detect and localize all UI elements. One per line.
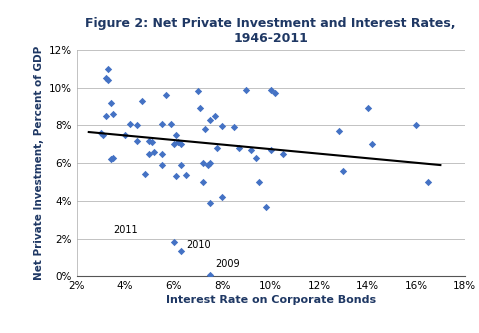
Point bbox=[201, 127, 209, 132]
Point bbox=[170, 240, 177, 245]
Point bbox=[141, 172, 148, 177]
Point bbox=[218, 194, 226, 200]
X-axis label: Interest Rate on Corporate Bonds: Interest Rate on Corporate Bonds bbox=[166, 295, 376, 305]
Point bbox=[172, 174, 180, 179]
Point bbox=[182, 173, 190, 178]
Point bbox=[218, 124, 226, 129]
Point bbox=[102, 113, 110, 119]
Point bbox=[97, 130, 105, 136]
Point bbox=[177, 163, 185, 168]
Point bbox=[177, 142, 185, 147]
Point bbox=[104, 66, 112, 72]
Point bbox=[148, 140, 156, 145]
Point bbox=[146, 138, 153, 143]
Point bbox=[364, 106, 372, 111]
Point bbox=[175, 140, 182, 145]
Point bbox=[204, 163, 211, 168]
Y-axis label: Net Private Investment, Percent of GDP: Net Private Investment, Percent of GDP bbox=[34, 46, 45, 280]
Point bbox=[100, 132, 107, 138]
Point bbox=[340, 168, 347, 173]
Point bbox=[424, 179, 432, 185]
Point bbox=[262, 204, 270, 209]
Point bbox=[126, 121, 134, 126]
Text: 2010: 2010 bbox=[186, 240, 210, 250]
Point bbox=[206, 272, 214, 277]
Point bbox=[170, 142, 177, 147]
Point bbox=[167, 121, 175, 126]
Point bbox=[369, 142, 376, 147]
Point bbox=[279, 151, 286, 157]
Text: 2009: 2009 bbox=[215, 259, 240, 269]
Point bbox=[107, 157, 114, 162]
Point bbox=[104, 78, 112, 83]
Point bbox=[121, 132, 129, 138]
Point bbox=[272, 91, 279, 96]
Point bbox=[109, 155, 117, 160]
Title: Figure 2: Net Private Investment and Interest Rates,
1946-2011: Figure 2: Net Private Investment and Int… bbox=[85, 17, 456, 45]
Point bbox=[199, 179, 206, 185]
Point bbox=[252, 155, 260, 160]
Point bbox=[206, 117, 214, 123]
Point bbox=[206, 200, 214, 205]
Point bbox=[138, 98, 146, 104]
Point bbox=[206, 161, 214, 166]
Point bbox=[211, 113, 219, 119]
Point bbox=[335, 129, 342, 134]
Point bbox=[255, 179, 262, 185]
Point bbox=[267, 87, 274, 92]
Point bbox=[242, 87, 250, 92]
Point bbox=[158, 121, 165, 126]
Point bbox=[158, 163, 165, 168]
Point bbox=[150, 149, 158, 155]
Point bbox=[146, 151, 153, 157]
Point bbox=[194, 89, 202, 94]
Point bbox=[412, 123, 420, 128]
Point bbox=[214, 146, 221, 151]
Point bbox=[247, 147, 255, 153]
Point bbox=[177, 248, 185, 254]
Point bbox=[267, 147, 274, 153]
Point bbox=[158, 151, 165, 157]
Point bbox=[102, 76, 110, 81]
Point bbox=[235, 146, 243, 151]
Point bbox=[162, 93, 170, 98]
Point bbox=[109, 112, 117, 117]
Text: 2011: 2011 bbox=[113, 225, 137, 235]
Point bbox=[172, 132, 180, 138]
Point bbox=[196, 106, 204, 111]
Point bbox=[107, 100, 114, 106]
Point bbox=[134, 123, 141, 128]
Point bbox=[230, 125, 238, 130]
Point bbox=[199, 161, 206, 166]
Point bbox=[134, 138, 141, 143]
